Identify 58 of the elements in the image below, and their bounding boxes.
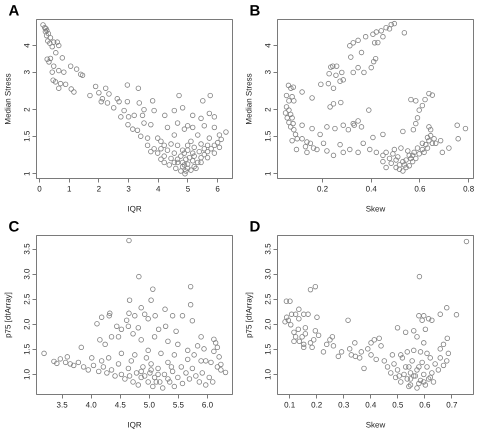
x-tick-label: 0.8 bbox=[463, 184, 475, 194]
y-tick-label: 1.0 bbox=[264, 368, 272, 380]
x-tick-label: 3 bbox=[126, 184, 132, 194]
x-axis-title: IQR bbox=[127, 420, 142, 430]
y-tick-label: 3 bbox=[22, 69, 32, 74]
y-axis-title: Median Stress bbox=[244, 73, 254, 125]
chart-title: B bbox=[250, 2, 260, 20]
x-tick-label: 0.4 bbox=[365, 400, 377, 410]
y-tick-label: 2.5 bbox=[22, 293, 32, 305]
x-tick-label: 5.0 bbox=[144, 400, 156, 410]
x-tick-label: 0.6 bbox=[414, 184, 426, 194]
y-tick-label: 3.5 bbox=[22, 242, 32, 255]
y-axis-title: p75 [dtArray] bbox=[244, 292, 254, 338]
y-tick-label: 3.0 bbox=[22, 268, 32, 280]
y-tick-label: 1.0 bbox=[22, 368, 32, 380]
y-tick-label: 4 bbox=[264, 42, 272, 48]
x-tick-label: 5.5 bbox=[172, 400, 185, 410]
x-axis-title: Skew bbox=[366, 204, 386, 214]
y-tick-label: 2.0 bbox=[264, 318, 272, 330]
x-tick-label: 0.2 bbox=[316, 184, 329, 194]
x-tick-label: 0.1 bbox=[284, 400, 296, 410]
y-tick-label: 3.5 bbox=[264, 242, 272, 255]
y-tick-label: 1.5 bbox=[264, 130, 272, 142]
chart-title: D bbox=[250, 218, 260, 236]
x-tick-label: 6.0 bbox=[202, 400, 214, 410]
chart-title: C bbox=[8, 218, 20, 236]
x-tick-label: 0.3 bbox=[338, 400, 350, 410]
y-tick-label: 1 bbox=[264, 170, 272, 176]
y-tick-label: 3 bbox=[264, 69, 272, 74]
x-tick-label: 4.0 bbox=[86, 400, 98, 410]
x-tick-label: 0 bbox=[37, 184, 42, 194]
y-tick-label: 2.5 bbox=[264, 293, 272, 305]
y-tick-label: 4 bbox=[22, 42, 32, 48]
y-tick-label: 1.5 bbox=[264, 343, 272, 355]
x-tick-label: 2 bbox=[96, 184, 102, 194]
x-tick-label: 5 bbox=[186, 184, 191, 194]
x-tick-label: 4 bbox=[156, 184, 162, 194]
x-tick-label: 4.5 bbox=[114, 400, 126, 410]
x-axis-title: Skew bbox=[366, 420, 386, 430]
x-tick-label: 1 bbox=[66, 184, 72, 194]
y-tick-label: 1.5 bbox=[22, 130, 32, 142]
y-tick-label: 2 bbox=[22, 106, 32, 112]
y-tick-label: 1 bbox=[22, 170, 32, 176]
x-tick-label: 0.2 bbox=[311, 400, 323, 410]
y-tick-label: 2 bbox=[264, 106, 272, 112]
y-axis-title: p75 [dtArray] bbox=[4, 292, 12, 338]
x-tick-label: 0.4 bbox=[366, 184, 378, 194]
x-tick-label: 0.5 bbox=[392, 400, 404, 410]
y-tick-label: 2.0 bbox=[22, 318, 32, 330]
x-tick-label: 0.6 bbox=[419, 400, 431, 410]
y-tick-label: 3.0 bbox=[264, 268, 272, 280]
x-axis-title: IQR bbox=[127, 204, 142, 214]
x-tick-label: 0.7 bbox=[446, 400, 458, 410]
y-tick-label: 1.5 bbox=[22, 343, 32, 355]
x-tick-label: 6 bbox=[215, 184, 220, 194]
y-axis-title: Median Stress bbox=[4, 73, 12, 125]
x-tick-label: 3.5 bbox=[56, 400, 68, 410]
chart-title: A bbox=[8, 2, 20, 20]
